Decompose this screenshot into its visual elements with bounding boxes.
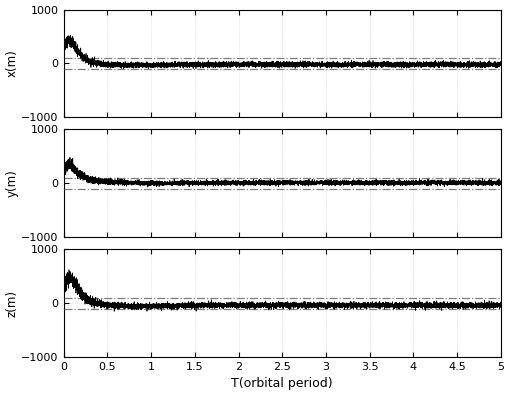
X-axis label: T(orbital period): T(orbital period): [231, 377, 332, 390]
Y-axis label: x(m): x(m): [6, 50, 18, 77]
Y-axis label: y(m): y(m): [6, 169, 18, 197]
Y-axis label: z(m): z(m): [6, 289, 18, 317]
